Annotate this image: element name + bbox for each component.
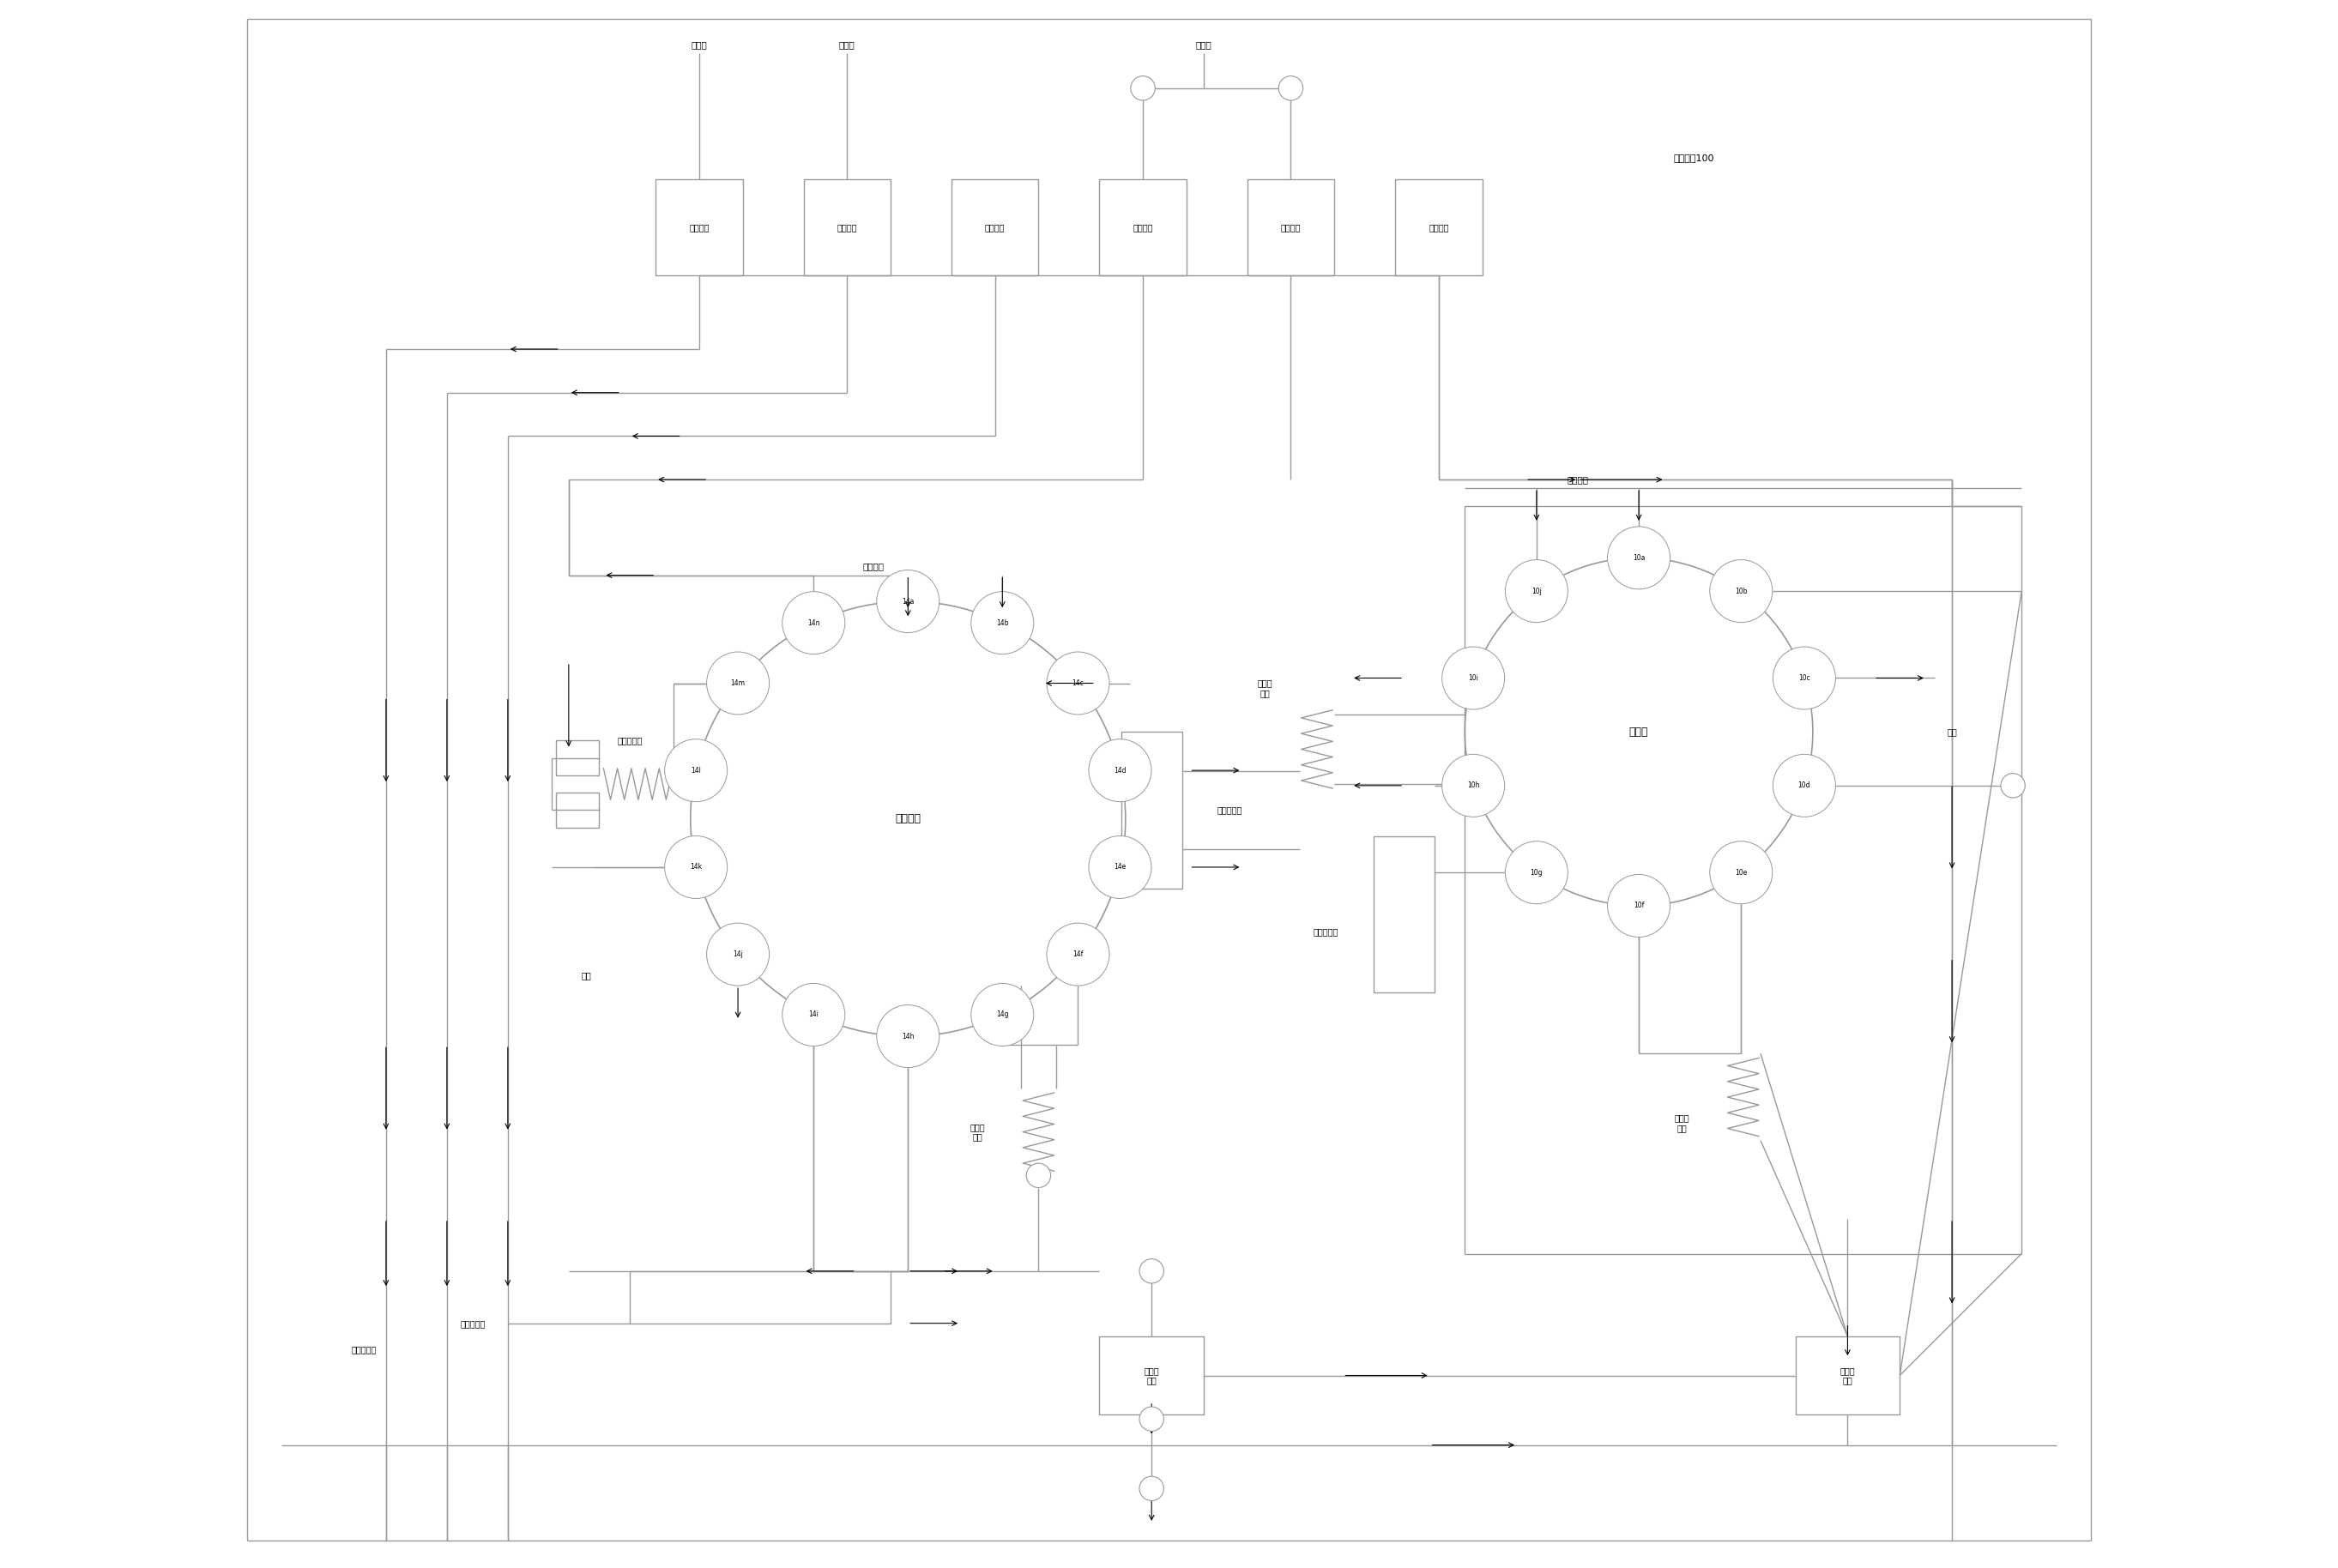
Text: 14i: 14i	[809, 1011, 818, 1019]
Text: 14n: 14n	[807, 619, 821, 627]
Circle shape	[970, 983, 1033, 1046]
Text: 10b: 10b	[1735, 588, 1746, 594]
Text: 14k: 14k	[690, 864, 701, 872]
Text: 14g: 14g	[996, 1011, 1008, 1019]
Circle shape	[1443, 754, 1506, 817]
Text: 14a: 14a	[902, 597, 914, 605]
Text: 第三定量环: 第三定量环	[1314, 928, 1337, 936]
Circle shape	[1506, 842, 1569, 903]
Bar	[1099, 179, 1185, 274]
Text: 第三阀门: 第三阀门	[1134, 223, 1153, 232]
Circle shape	[1139, 1477, 1164, 1501]
Circle shape	[1090, 836, 1150, 898]
Circle shape	[1139, 1406, 1164, 1432]
Text: 10f: 10f	[1634, 902, 1644, 909]
Bar	[556, 740, 599, 775]
Bar	[1396, 179, 1482, 274]
Text: 10i: 10i	[1468, 674, 1478, 682]
Circle shape	[1609, 875, 1669, 938]
Text: 14h: 14h	[902, 1032, 914, 1040]
Text: 10j: 10j	[1531, 588, 1541, 594]
Text: 14e: 14e	[1113, 864, 1127, 872]
Text: 第六阀门: 第六阀门	[690, 223, 708, 232]
Text: 14b: 14b	[996, 619, 1008, 627]
Circle shape	[1772, 754, 1835, 817]
Text: 第四色
谱柱: 第四色 谱柱	[1674, 1113, 1690, 1132]
Circle shape	[1026, 1163, 1050, 1187]
Circle shape	[783, 983, 844, 1046]
Text: 样气出口: 样气出口	[1566, 475, 1588, 485]
Text: 排空: 排空	[1948, 728, 1957, 735]
Text: 第一定量环: 第一定量环	[351, 1345, 376, 1353]
Text: 10e: 10e	[1735, 869, 1746, 877]
Text: 第一定量环: 第一定量环	[461, 1319, 486, 1328]
Circle shape	[2001, 773, 2025, 798]
Bar	[1122, 732, 1183, 889]
Circle shape	[1047, 924, 1108, 986]
Bar	[804, 179, 891, 274]
Circle shape	[706, 652, 769, 715]
Circle shape	[877, 1005, 940, 1068]
Circle shape	[1139, 1259, 1164, 1283]
Circle shape	[1709, 560, 1772, 622]
Text: 14m: 14m	[732, 679, 746, 687]
Circle shape	[877, 571, 940, 632]
Bar	[1796, 1336, 1901, 1414]
Circle shape	[1443, 646, 1506, 709]
Circle shape	[1132, 75, 1155, 100]
Text: 14d: 14d	[1113, 767, 1127, 775]
Circle shape	[970, 591, 1033, 654]
Text: 10a: 10a	[1632, 554, 1646, 561]
Text: 十四通阀: 十四通阀	[895, 814, 921, 825]
Circle shape	[664, 739, 727, 801]
Text: 气路系统100: 气路系统100	[1674, 154, 1714, 162]
Text: 10c: 10c	[1798, 674, 1810, 682]
Text: 10d: 10d	[1798, 782, 1810, 789]
Bar	[1099, 1336, 1204, 1414]
Circle shape	[783, 591, 844, 654]
Text: 第二阀门: 第二阀门	[1281, 223, 1300, 232]
Circle shape	[1709, 842, 1772, 903]
Circle shape	[706, 924, 769, 986]
Text: 14f: 14f	[1073, 950, 1082, 958]
Circle shape	[1090, 739, 1150, 801]
Text: 第一阀门: 第一阀门	[1429, 223, 1450, 232]
Text: 第二定量环: 第二定量环	[1218, 806, 1241, 814]
Text: 氢气源: 氢气源	[839, 41, 856, 49]
Text: 14c: 14c	[1073, 679, 1085, 687]
Circle shape	[664, 836, 727, 898]
Text: 第二检
测器: 第二检 测器	[1840, 1366, 1854, 1385]
Text: 10h: 10h	[1468, 782, 1480, 789]
Circle shape	[1609, 527, 1669, 590]
Text: 载气源: 载气源	[1195, 41, 1211, 49]
Circle shape	[1279, 75, 1302, 100]
Bar	[952, 179, 1038, 274]
Bar	[1372, 836, 1433, 993]
Text: 排空: 排空	[582, 971, 592, 980]
Text: 十通阀: 十通阀	[1630, 726, 1648, 737]
Circle shape	[1047, 652, 1108, 715]
Bar	[1246, 179, 1335, 274]
Text: 样气进口: 样气进口	[863, 563, 884, 571]
Text: 空气源: 空气源	[692, 41, 706, 49]
Text: 第二色
谱柱: 第二色 谱柱	[970, 1123, 984, 1142]
Circle shape	[1772, 646, 1835, 709]
Text: 10g: 10g	[1531, 869, 1543, 877]
Text: 第一色谱柱: 第一色谱柱	[617, 737, 643, 745]
Text: 第四阀门: 第四阀门	[984, 223, 1005, 232]
Text: 14j: 14j	[732, 950, 743, 958]
Text: 第一检
测器: 第一检 测器	[1143, 1366, 1160, 1385]
Text: 第三色
谱柱: 第三色 谱柱	[1258, 679, 1272, 698]
Text: 第五阀门: 第五阀门	[837, 223, 858, 232]
Text: 14l: 14l	[690, 767, 701, 775]
Circle shape	[1506, 560, 1569, 622]
Bar	[655, 179, 743, 274]
Bar	[556, 793, 599, 828]
